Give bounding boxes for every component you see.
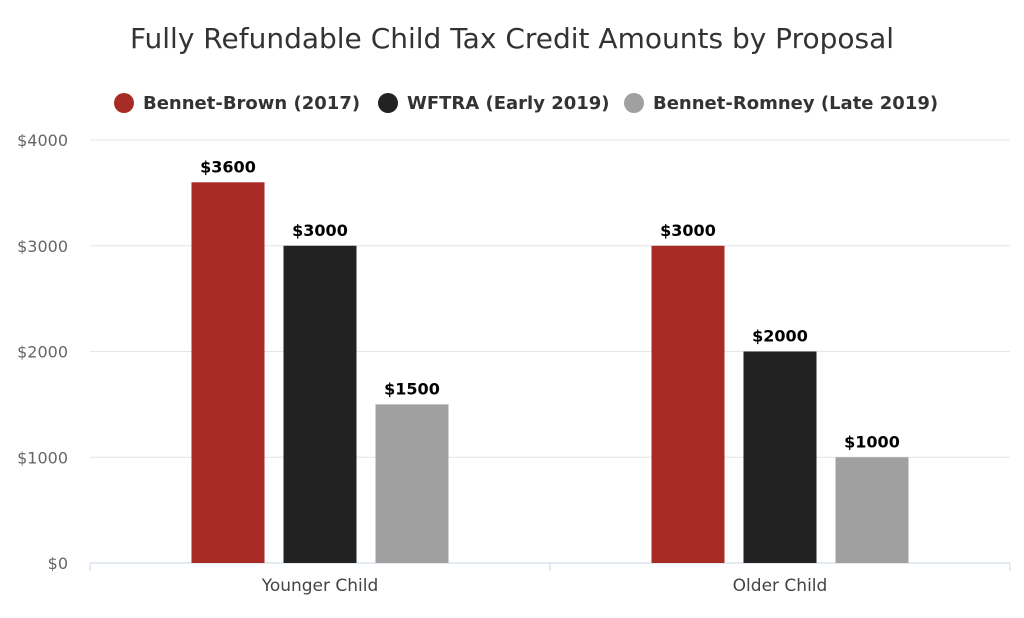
legend-item[interactable]: Bennet-Romney (Late 2019) xyxy=(624,93,938,114)
legend-item[interactable]: Bennet-Brown (2017) xyxy=(114,93,360,114)
legend-label: Bennet-Romney (Late 2019) xyxy=(653,93,938,114)
data-label: $3000 xyxy=(660,221,716,240)
bar[interactable] xyxy=(191,182,265,564)
legend-label: WFTRA (Early 2019) xyxy=(407,93,610,114)
chart-title: Fully Refundable Child Tax Credit Amount… xyxy=(130,22,894,55)
legend-marker xyxy=(114,93,134,113)
y-tick-label: $0 xyxy=(48,554,68,573)
x-tick-label: Older Child xyxy=(733,576,828,596)
y-tick-label: $1000 xyxy=(17,448,68,467)
bars xyxy=(191,182,909,564)
y-tick-label: $3000 xyxy=(17,237,68,256)
legend-label: Bennet-Brown (2017) xyxy=(143,93,360,114)
y-tick-label: $4000 xyxy=(17,131,68,150)
data-label: $1000 xyxy=(844,432,900,451)
legend-item[interactable]: WFTRA (Early 2019) xyxy=(378,93,610,114)
legend: Bennet-Brown (2017) WFTRA (Early 2019) Ben… xyxy=(114,93,938,114)
data-labels: $3600 $3000 $1500 $3000 $2000 $1000 xyxy=(200,157,900,451)
bar[interactable] xyxy=(375,404,449,563)
y-tick-label: $2000 xyxy=(17,343,68,362)
bar[interactable] xyxy=(651,245,725,563)
data-label: $3600 xyxy=(200,157,256,176)
bar[interactable] xyxy=(283,245,357,563)
legend-marker xyxy=(378,93,398,113)
x-axis: Younger Child Older Child xyxy=(89,563,1011,596)
x-tick-label: Younger Child xyxy=(261,576,379,596)
data-label: $1500 xyxy=(384,379,440,398)
bar[interactable] xyxy=(743,351,817,564)
legend-marker xyxy=(624,93,644,113)
data-label: $3000 xyxy=(292,221,348,240)
bar[interactable] xyxy=(835,457,909,563)
data-label: $2000 xyxy=(752,327,808,346)
y-axis: $0 $1000 $2000 $3000 $4000 xyxy=(17,131,68,573)
